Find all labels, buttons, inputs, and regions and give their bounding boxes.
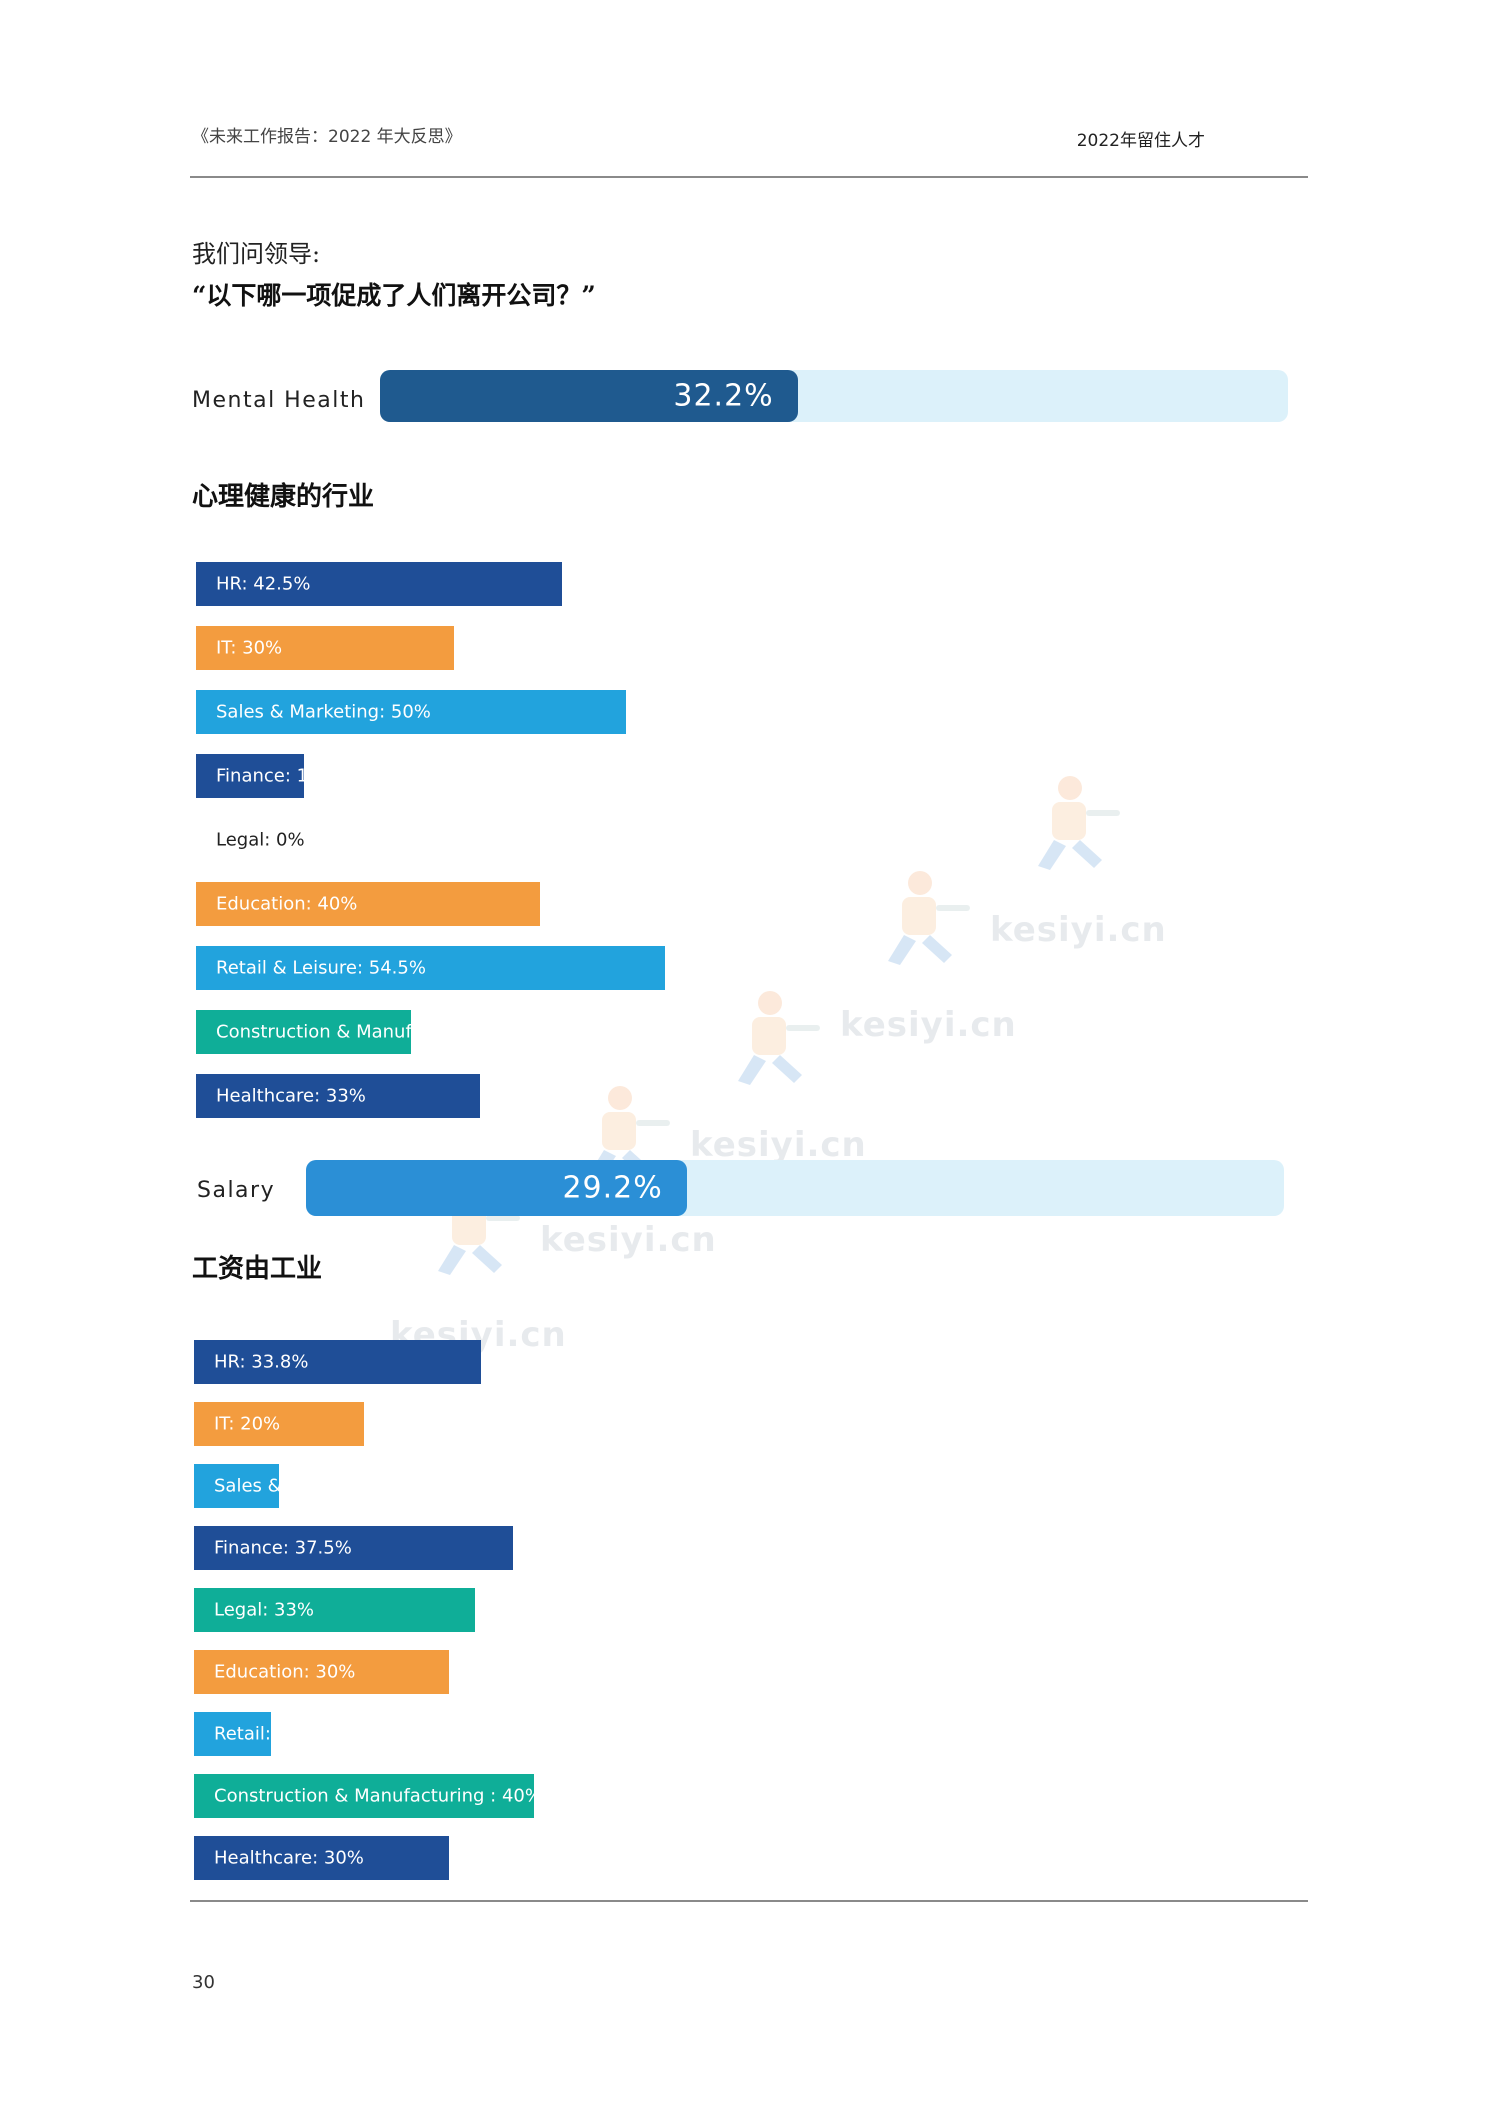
watermark-text: kesiyi.cn — [690, 1125, 867, 1165]
salary-label: Salary — [197, 1178, 276, 1203]
industry-bar: Construction & Manufacturing : 40% — [194, 1774, 542, 1818]
industry-bar: Healthcare: 33% — [196, 1074, 480, 1118]
watermark-text: kesiyi.cn — [990, 910, 1167, 950]
watermark-runner-icon — [1038, 776, 1120, 870]
industry-bar-label: Sales & Marketing: 50% — [216, 701, 431, 723]
industry-bar: Retail: 9% — [194, 1712, 305, 1756]
footer-divider — [190, 1900, 1308, 1902]
industry-bar-label: IT: 30% — [216, 637, 283, 659]
salary-value: 29.2% — [562, 1170, 663, 1206]
industry-bar-label: Sales & Marketing: 10% — [214, 1475, 429, 1497]
industry-bar-label: HR: 33.8% — [214, 1351, 309, 1373]
industry-bar: Finance: 37.5% — [194, 1526, 513, 1570]
section-title-header: 2022年留住人才 — [1076, 131, 1205, 151]
industry-bar-label: Healthcare: 33% — [216, 1085, 366, 1107]
watermark-text: kesiyi.cn — [840, 1005, 1017, 1045]
industry-bar: Sales & Marketing: 50% — [196, 690, 626, 734]
report-title: 《未来工作报告：2022 年大反思》 — [192, 127, 462, 147]
watermark-runner-icon — [738, 991, 820, 1085]
mental-health-label: Mental Health — [192, 388, 366, 413]
industry-bar: Education: 40% — [196, 882, 540, 926]
mental-health-bar-fill: 32.2% — [380, 370, 798, 422]
industry-bar: Retail & Leisure: 54.5% — [196, 946, 665, 990]
salary-bar-fill: 29.2% — [306, 1160, 687, 1216]
industry-bar: Construction & Manufacturing : 25% — [196, 1010, 544, 1054]
mental-health-industry-title: 心理健康的行业 — [192, 482, 375, 512]
industry-bar: Finance: 12.5% — [196, 754, 354, 798]
industry-bar-label: HR: 42.5% — [216, 573, 311, 595]
industry-bar: HR: 42.5% — [196, 562, 562, 606]
industry-bar-label: Legal: 0% — [216, 829, 305, 851]
industry-bar-label: Construction & Manufacturing : 25% — [216, 1021, 544, 1043]
industry-bar-label: Legal: 33% — [214, 1599, 315, 1621]
industry-bar-label: Finance: 12.5% — [216, 765, 354, 787]
watermark-text: kesiyi.cn — [540, 1220, 717, 1260]
industry-bar-label: Education: 40% — [216, 893, 358, 915]
salary-industry-title: 工资由工业 — [192, 1254, 323, 1284]
industry-bar-label: Construction & Manufacturing : 40% — [214, 1785, 542, 1807]
industry-bar: IT: 30% — [196, 626, 454, 670]
mental-health-bar-track: 32.2% — [380, 370, 1288, 422]
industry-bar-label: Retail & Leisure: 54.5% — [216, 957, 426, 979]
industry-bar: Sales & Marketing: 10% — [194, 1464, 429, 1508]
industry-bar: IT: 20% — [194, 1402, 364, 1446]
industry-bar: HR: 33.8% — [194, 1340, 482, 1384]
mental-health-value: 32.2% — [673, 378, 774, 414]
question-intro: 我们问领导: — [192, 240, 321, 268]
industry-bar-label: Healthcare: 30% — [214, 1847, 364, 1869]
question-text: “以下哪一项促成了人们离开公司？” — [192, 281, 596, 310]
industry-bar-label: Education: 30% — [214, 1661, 356, 1683]
industry-bar-label: Retail: 9% — [214, 1723, 306, 1745]
watermark-runner-icon — [888, 871, 970, 965]
industry-bar: Legal: 33% — [194, 1588, 475, 1632]
industry-bar-label: Finance: 37.5% — [214, 1537, 352, 1559]
page-number: 30 — [192, 1972, 215, 1993]
industry-bar: Education: 30% — [194, 1650, 449, 1694]
salary-bar-track: 29.2% — [306, 1160, 1284, 1216]
industry-bar: Healthcare: 30% — [194, 1836, 449, 1880]
header-divider — [190, 176, 1308, 178]
industry-bar-label: IT: 20% — [214, 1413, 281, 1435]
